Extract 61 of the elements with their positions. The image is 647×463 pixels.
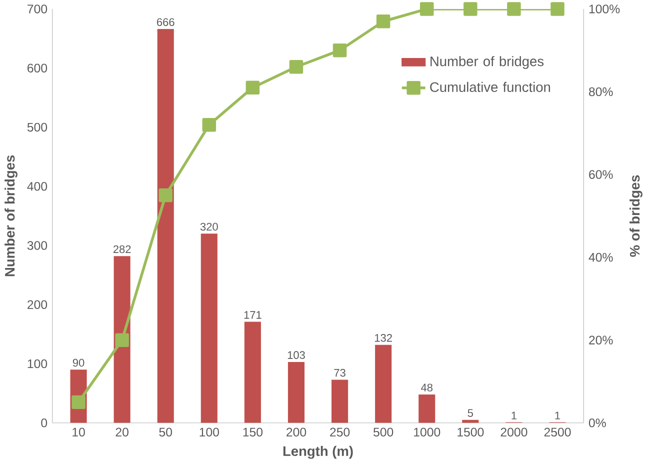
y-tick-label: 100 xyxy=(28,359,48,368)
y2-tick-label: 60% xyxy=(589,170,613,179)
point xyxy=(158,188,172,202)
y-tick-label: 0 xyxy=(41,418,48,428)
data-label: 320 xyxy=(200,222,218,230)
x-tick-label: 100 xyxy=(200,428,219,436)
x-tick-label: 150 xyxy=(243,428,263,436)
point xyxy=(464,2,478,16)
y-tick-label: 700 xyxy=(28,4,48,14)
legend-label: Number of bridges xyxy=(430,56,544,69)
bar xyxy=(157,28,174,423)
x-tick-label: 250 xyxy=(330,428,350,436)
legend-label: Cumulative function xyxy=(430,82,550,92)
y2-axis-title: % of bridges xyxy=(630,175,642,257)
x-tick-label: 2500 xyxy=(544,428,571,436)
y-tick-label: 500 xyxy=(27,122,48,132)
data-label: 132 xyxy=(374,334,392,342)
x-tick-label: 1500 xyxy=(458,428,484,436)
data-label: 1 xyxy=(512,412,516,420)
data-label: 5 xyxy=(468,409,473,417)
bar xyxy=(288,362,305,423)
y2-tick-label: 80% xyxy=(589,87,613,96)
y-tick-label: 300 xyxy=(27,240,48,250)
data-label: 171 xyxy=(244,310,262,319)
data-label: 73 xyxy=(334,368,346,377)
bar xyxy=(332,380,348,423)
point xyxy=(332,43,347,58)
data-label: 103 xyxy=(288,350,305,359)
x-tick-label: 20 xyxy=(116,428,128,436)
bar xyxy=(200,233,218,423)
y2-tick-label: 100% xyxy=(589,4,620,14)
data-label: 666 xyxy=(156,18,174,26)
point xyxy=(246,80,260,94)
point xyxy=(289,60,304,74)
bar xyxy=(375,344,392,423)
bar xyxy=(418,394,436,423)
data-label: 282 xyxy=(113,245,131,253)
bar xyxy=(244,322,261,423)
data-label: 90 xyxy=(72,358,84,366)
y-axis-title: Number of bridges xyxy=(4,155,18,276)
y-tick-label: 200 xyxy=(28,300,48,309)
point xyxy=(376,14,390,28)
point xyxy=(420,2,434,16)
y2-tick-label: 40% xyxy=(588,252,613,262)
data-label: 1 xyxy=(555,412,560,420)
x-tick-label: 50 xyxy=(159,428,172,436)
y2-tick-label: 0% xyxy=(588,418,606,428)
x-tick-label: 10 xyxy=(72,428,85,436)
point xyxy=(507,2,521,16)
x-tick-label: 200 xyxy=(286,428,306,436)
point xyxy=(550,2,564,16)
y-tick-label: 600 xyxy=(28,64,48,72)
x-tick-label: 1000 xyxy=(414,428,440,436)
y-tick-label: 400 xyxy=(27,182,48,191)
x-tick-label: 2000 xyxy=(500,428,528,436)
y2-tick-label: 20% xyxy=(589,336,613,344)
point xyxy=(115,333,129,347)
x-axis-title: Length (m) xyxy=(283,446,353,459)
data-label: 48 xyxy=(421,384,432,392)
point xyxy=(202,118,216,132)
x-tick-label: 500 xyxy=(373,428,394,436)
